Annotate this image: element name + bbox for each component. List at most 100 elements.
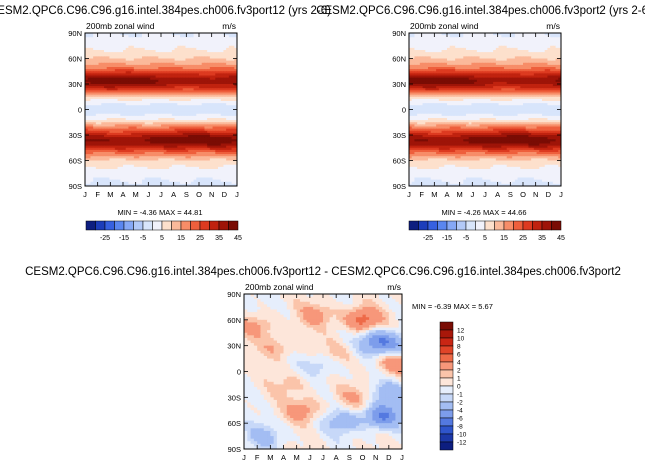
field-cell <box>190 156 195 159</box>
field-cell <box>185 145 189 149</box>
field-cell <box>109 132 113 136</box>
field-cell <box>123 98 127 102</box>
field-cell <box>166 52 170 55</box>
field-cell <box>177 47 181 51</box>
field-cell <box>114 147 119 151</box>
field-cell <box>87 111 91 115</box>
field-cell <box>190 122 195 125</box>
field-cell <box>106 39 110 43</box>
field-cell <box>125 143 129 147</box>
field-cell <box>199 109 203 113</box>
field-cell <box>152 132 157 136</box>
field-cell <box>185 69 189 72</box>
field-cell <box>180 41 184 45</box>
field-cell <box>128 122 132 125</box>
field-cell <box>131 171 135 174</box>
field-cell <box>125 92 129 96</box>
field-cell <box>201 81 205 85</box>
field-cell <box>234 122 238 125</box>
field-cell <box>104 43 108 47</box>
field-cell <box>125 162 129 166</box>
field-cell <box>457 52 462 55</box>
field-cell <box>142 149 146 153</box>
field-cell <box>93 147 97 151</box>
field-cell <box>490 33 494 36</box>
field-cell <box>147 149 151 153</box>
field-cell <box>218 41 222 45</box>
field-cell <box>228 101 233 104</box>
field-cell <box>207 183 211 187</box>
field-cell <box>428 64 432 68</box>
field-cell <box>517 54 521 57</box>
field-cell <box>144 67 148 70</box>
field-cell <box>174 86 178 89</box>
field-cell <box>234 39 238 43</box>
field-cell <box>188 92 192 96</box>
field-cell <box>218 137 222 140</box>
field-cell <box>101 132 105 136</box>
field-cell <box>114 130 119 134</box>
field-cell <box>517 33 521 36</box>
field-cell <box>150 67 154 70</box>
field-cell <box>207 79 211 83</box>
field-cell <box>215 143 219 147</box>
field-cell <box>152 122 157 125</box>
field-cell <box>139 58 143 62</box>
field-cell <box>226 120 230 123</box>
field-cell <box>215 149 219 153</box>
field-cell <box>95 124 100 128</box>
field-cell <box>220 183 224 187</box>
field-cell <box>188 84 192 87</box>
field-cell <box>414 43 418 47</box>
field-cell <box>142 183 146 187</box>
field-cell <box>482 58 486 62</box>
field-cell <box>495 43 500 47</box>
field-cell <box>152 111 157 115</box>
field-cell <box>550 41 554 45</box>
field-cell <box>228 73 233 77</box>
field-cell <box>85 58 89 62</box>
field-cell <box>93 175 97 179</box>
field-cell <box>112 181 116 185</box>
field-cell <box>474 39 478 43</box>
field-cell <box>106 164 110 168</box>
field-cell <box>517 37 521 40</box>
field-cell <box>231 88 235 91</box>
field-cell <box>226 139 230 142</box>
field-cell <box>193 96 197 100</box>
field-cell <box>174 162 178 166</box>
field-cell <box>493 41 497 45</box>
field-cell <box>95 101 100 104</box>
field-cell <box>185 105 189 108</box>
field-cell <box>220 69 224 72</box>
field-cell <box>411 41 415 45</box>
field-cell <box>533 41 538 45</box>
field-cell <box>215 141 219 145</box>
field-cell <box>528 33 532 36</box>
field-cell <box>128 120 132 123</box>
field-cell <box>471 52 475 55</box>
field-cell <box>525 56 529 60</box>
field-cell <box>419 39 424 43</box>
field-cell <box>98 120 102 123</box>
field-cell <box>93 124 97 128</box>
field-cell <box>177 128 181 132</box>
field-cell <box>542 41 546 45</box>
field-cell <box>212 147 216 151</box>
field-cell <box>177 173 181 176</box>
field-cell <box>185 115 189 119</box>
field-cell <box>131 77 135 81</box>
field-cell <box>180 33 184 36</box>
field-cell <box>215 50 219 53</box>
field-cell <box>155 75 159 79</box>
field-cell <box>201 39 205 43</box>
field-cell <box>101 130 105 134</box>
field-cell <box>207 128 211 132</box>
field-cell <box>85 164 89 168</box>
field-cell <box>409 60 413 64</box>
field-cell <box>109 54 113 57</box>
field-cell <box>150 90 154 94</box>
field-cell <box>220 54 224 57</box>
field-cell <box>98 154 102 157</box>
field-cell <box>177 52 181 55</box>
